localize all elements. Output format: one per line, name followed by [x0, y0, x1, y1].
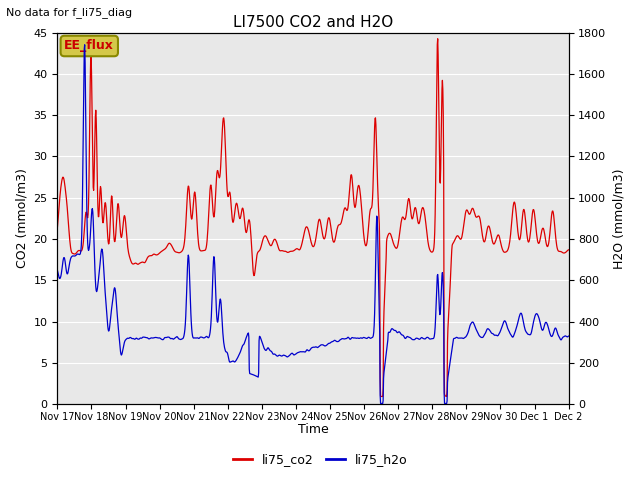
X-axis label: Time: Time: [298, 423, 328, 436]
li75_h2o: [226, 359, 234, 365]
li75_h2o: [323, 342, 330, 348]
li75_co2: [54, 225, 61, 230]
li75_h2o: [54, 267, 61, 273]
li75_co2: [226, 189, 234, 195]
li75_h2o: [81, 42, 88, 48]
Title: LI7500 CO2 and H2O: LI7500 CO2 and H2O: [233, 15, 393, 30]
li75_co2: [322, 230, 330, 236]
li75_co2: [564, 247, 572, 253]
li75_h2o: [564, 333, 572, 339]
li75_h2o: [443, 401, 451, 407]
Y-axis label: H2O (mmol/m3): H2O (mmol/m3): [612, 168, 625, 269]
Text: No data for f_li75_diag: No data for f_li75_diag: [6, 7, 132, 18]
li75_co2: [378, 394, 386, 399]
Y-axis label: CO2 (mmol/m3): CO2 (mmol/m3): [15, 168, 28, 268]
li75_co2: [122, 216, 129, 221]
li75_h2o: [333, 339, 341, 345]
Legend: li75_co2, li75_h2o: li75_co2, li75_h2o: [228, 448, 412, 471]
li75_h2o: [276, 352, 284, 358]
Text: EE_flux: EE_flux: [65, 39, 114, 52]
li75_co2: [333, 228, 340, 234]
li75_co2: [140, 260, 147, 265]
Line: li75_co2: li75_co2: [58, 39, 568, 396]
li75_h2o: [122, 337, 129, 343]
li75_co2: [275, 247, 283, 252]
li75_h2o: [140, 334, 148, 340]
Line: li75_h2o: li75_h2o: [58, 45, 568, 404]
li75_co2: [434, 36, 442, 42]
